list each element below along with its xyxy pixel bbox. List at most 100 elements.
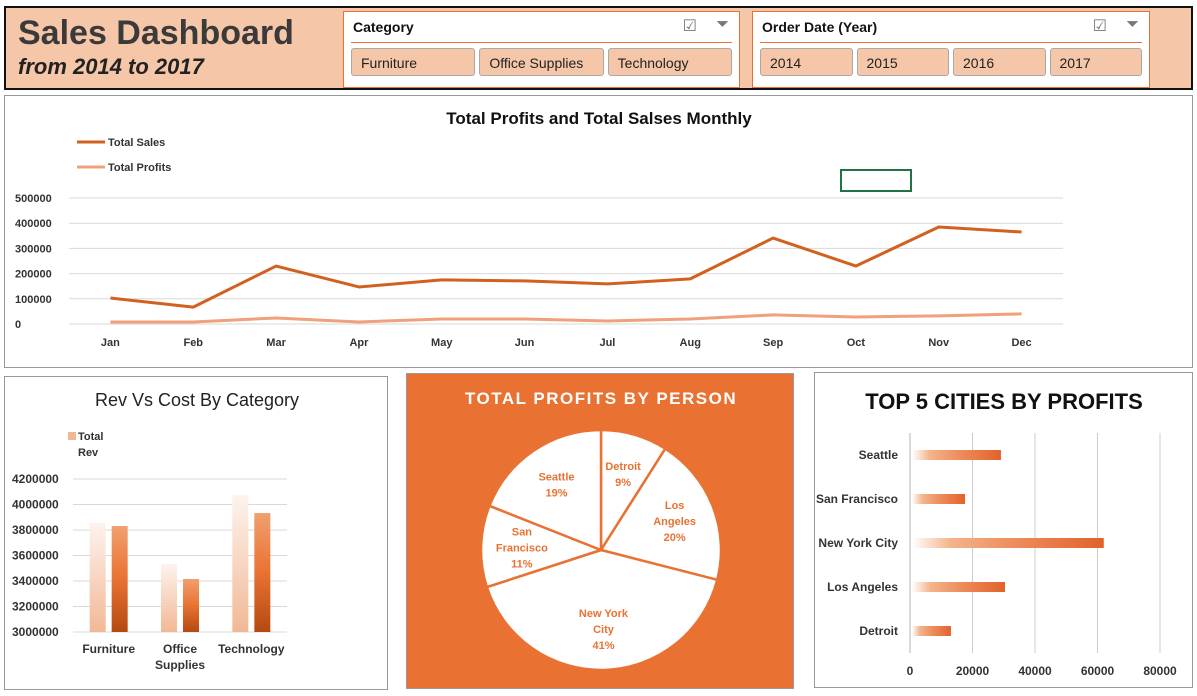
slicer-item-office-supplies[interactable]: Office Supplies bbox=[479, 48, 604, 76]
y-tick-label: 4000000 bbox=[12, 498, 59, 512]
page-subtitle: from 2014 to 2017 bbox=[18, 54, 204, 79]
bar-rev bbox=[161, 564, 177, 632]
legend-label: Total Sales bbox=[108, 137, 165, 149]
y-tick-label: 3400000 bbox=[12, 574, 59, 588]
chart-title: TOP 5 CITIES BY PROFITS bbox=[865, 389, 1143, 414]
rev-cost-chart-panel[interactable]: Rev Vs Cost By Category 3000000 3200000 340… bbox=[4, 376, 388, 690]
x-tick-label: 60000 bbox=[1081, 664, 1115, 678]
bar-cost bbox=[183, 578, 199, 632]
x-tick-label: Mar bbox=[266, 337, 286, 349]
x-tick-label: 80000 bbox=[1143, 664, 1177, 678]
chart-title: Rev Vs Cost By Category bbox=[95, 390, 299, 410]
rev-vs-cost-chart: Rev Vs Cost By Category 3000000 3200000 340… bbox=[12, 390, 299, 672]
slicer-item-technology[interactable]: Technology bbox=[607, 48, 732, 76]
city-bar bbox=[912, 626, 951, 636]
bar-rev bbox=[89, 522, 106, 632]
y-tick-label: 3800000 bbox=[12, 523, 59, 537]
y-tick-label: 4200000 bbox=[12, 472, 59, 486]
x-tick-label: Furniture bbox=[82, 642, 135, 656]
clear-filter-icon[interactable]: ⏷ bbox=[716, 16, 729, 33]
y-tick-label: New York City bbox=[818, 536, 898, 550]
pie-label: 11% bbox=[511, 559, 533, 571]
x-tick-label: 40000 bbox=[1018, 664, 1052, 678]
bar-rev bbox=[232, 495, 249, 632]
pie-label: 9% bbox=[615, 477, 631, 489]
legend-label: Total bbox=[78, 431, 103, 443]
x-tick-label: Jul bbox=[599, 337, 615, 349]
series-line-0 bbox=[110, 225, 1022, 309]
pie-label: Los bbox=[665, 500, 685, 512]
bar-cost bbox=[254, 513, 271, 632]
y-tick-label: Los Angeles bbox=[827, 580, 898, 594]
pie-slice bbox=[485, 548, 719, 672]
pie-label: 41% bbox=[592, 640, 614, 652]
selected-cell[interactable] bbox=[840, 169, 912, 192]
pie-label: Seattle bbox=[538, 471, 574, 483]
pie-slice bbox=[599, 446, 723, 582]
y-tick-label: 0 bbox=[15, 319, 21, 331]
city-bar bbox=[912, 450, 1001, 460]
legend-label: Total Profits bbox=[108, 162, 171, 174]
legend-swatch bbox=[68, 432, 76, 440]
y-tick-label: San Francisco bbox=[816, 492, 898, 506]
slicer-title: Category bbox=[353, 19, 414, 35]
y-tick-label: 400000 bbox=[15, 218, 52, 230]
series-line-1 bbox=[110, 312, 1022, 324]
x-tick-label: Technology bbox=[218, 642, 285, 656]
x-tick-label: May bbox=[431, 337, 453, 349]
multi-select-icon[interactable]: ☑ bbox=[682, 18, 697, 35]
pie-label: 20% bbox=[664, 532, 686, 544]
pie-label: 19% bbox=[545, 487, 567, 499]
cities-chart-panel[interactable]: TOP 5 CITIES BY PROFITS 0 20000 40000 60000 8… bbox=[814, 372, 1193, 688]
dashboard-header: Sales Dashboard from 2014 to 2017 Catego… bbox=[4, 6, 1193, 90]
pie-label: New York bbox=[579, 608, 629, 620]
monthly-sales-profits-chart: Total Profits and Total Salses Monthly 0 1… bbox=[15, 109, 1063, 349]
pie-slice bbox=[479, 504, 605, 589]
pie-slice bbox=[487, 428, 603, 552]
y-tick-label: 100000 bbox=[15, 294, 52, 306]
y-tick-label: 3000000 bbox=[12, 625, 59, 639]
y-tick-label: Detroit bbox=[859, 624, 898, 638]
y-tick-label: Seattle bbox=[859, 448, 899, 462]
pie-label: San bbox=[512, 527, 532, 539]
city-bar bbox=[912, 582, 1005, 592]
y-tick-label: 3600000 bbox=[12, 549, 59, 563]
y-tick-label: 200000 bbox=[15, 269, 52, 281]
slicer-item-2015[interactable]: 2015 bbox=[856, 48, 949, 76]
pie-label: Angeles bbox=[653, 516, 696, 528]
clear-filter-icon[interactable]: ⏷ bbox=[1126, 16, 1139, 33]
profits-by-person-chart: TOTAL PROFITS BY PERSON Detroit 9% Los Angel… bbox=[465, 389, 737, 672]
x-tick-label: Sep bbox=[763, 337, 783, 349]
x-tick-label: Aug bbox=[680, 337, 701, 349]
y-tick-label: 300000 bbox=[15, 243, 52, 255]
city-bar bbox=[912, 538, 1104, 548]
x-tick-label: Dec bbox=[1011, 337, 1031, 349]
x-tick-label: 0 bbox=[907, 664, 914, 678]
legend-label: Rev bbox=[78, 447, 99, 459]
top-cities-chart: TOP 5 CITIES BY PROFITS 0 20000 40000 60000 8… bbox=[816, 389, 1177, 678]
chart-title: TOTAL PROFITS BY PERSON bbox=[465, 389, 737, 408]
line-chart-panel[interactable]: Total Profits and Total Salses Monthly 0 1… bbox=[4, 95, 1193, 368]
x-tick-label: 20000 bbox=[956, 664, 990, 678]
category-slicer: Category ☑ ⏷ Furniture Office Supplies T… bbox=[343, 11, 740, 88]
x-tick-label: Jan bbox=[101, 337, 120, 349]
slicer-item-2017[interactable]: 2017 bbox=[1049, 48, 1142, 76]
pie-label: Detroit bbox=[605, 461, 641, 473]
slicer-item-2016[interactable]: 2016 bbox=[953, 48, 1046, 76]
multi-select-icon[interactable]: ☑ bbox=[1092, 18, 1107, 35]
x-tick-label: Supplies bbox=[155, 658, 205, 672]
pie-label: City bbox=[593, 624, 615, 636]
x-tick-label: Feb bbox=[183, 337, 203, 349]
slicer-title: Order Date (Year) bbox=[762, 19, 878, 35]
order-date-slicer: Order Date (Year) ☑ ⏷ 2014 2015 2016 201… bbox=[752, 11, 1150, 88]
x-tick-label: Apr bbox=[349, 337, 369, 349]
y-tick-label: 3200000 bbox=[12, 600, 59, 614]
y-tick-label: 500000 bbox=[15, 193, 52, 205]
city-bar bbox=[912, 494, 965, 504]
chart-title: Total Profits and Total Salses Monthly bbox=[446, 109, 752, 128]
slicer-item-2014[interactable]: 2014 bbox=[760, 48, 853, 76]
pie-label: Francisco bbox=[496, 543, 548, 555]
slicer-item-furniture[interactable]: Furniture bbox=[351, 48, 476, 76]
x-tick-label: Oct bbox=[847, 337, 866, 349]
pie-chart-panel[interactable]: TOTAL PROFITS BY PERSON Detroit 9% Los Angel… bbox=[406, 373, 794, 689]
